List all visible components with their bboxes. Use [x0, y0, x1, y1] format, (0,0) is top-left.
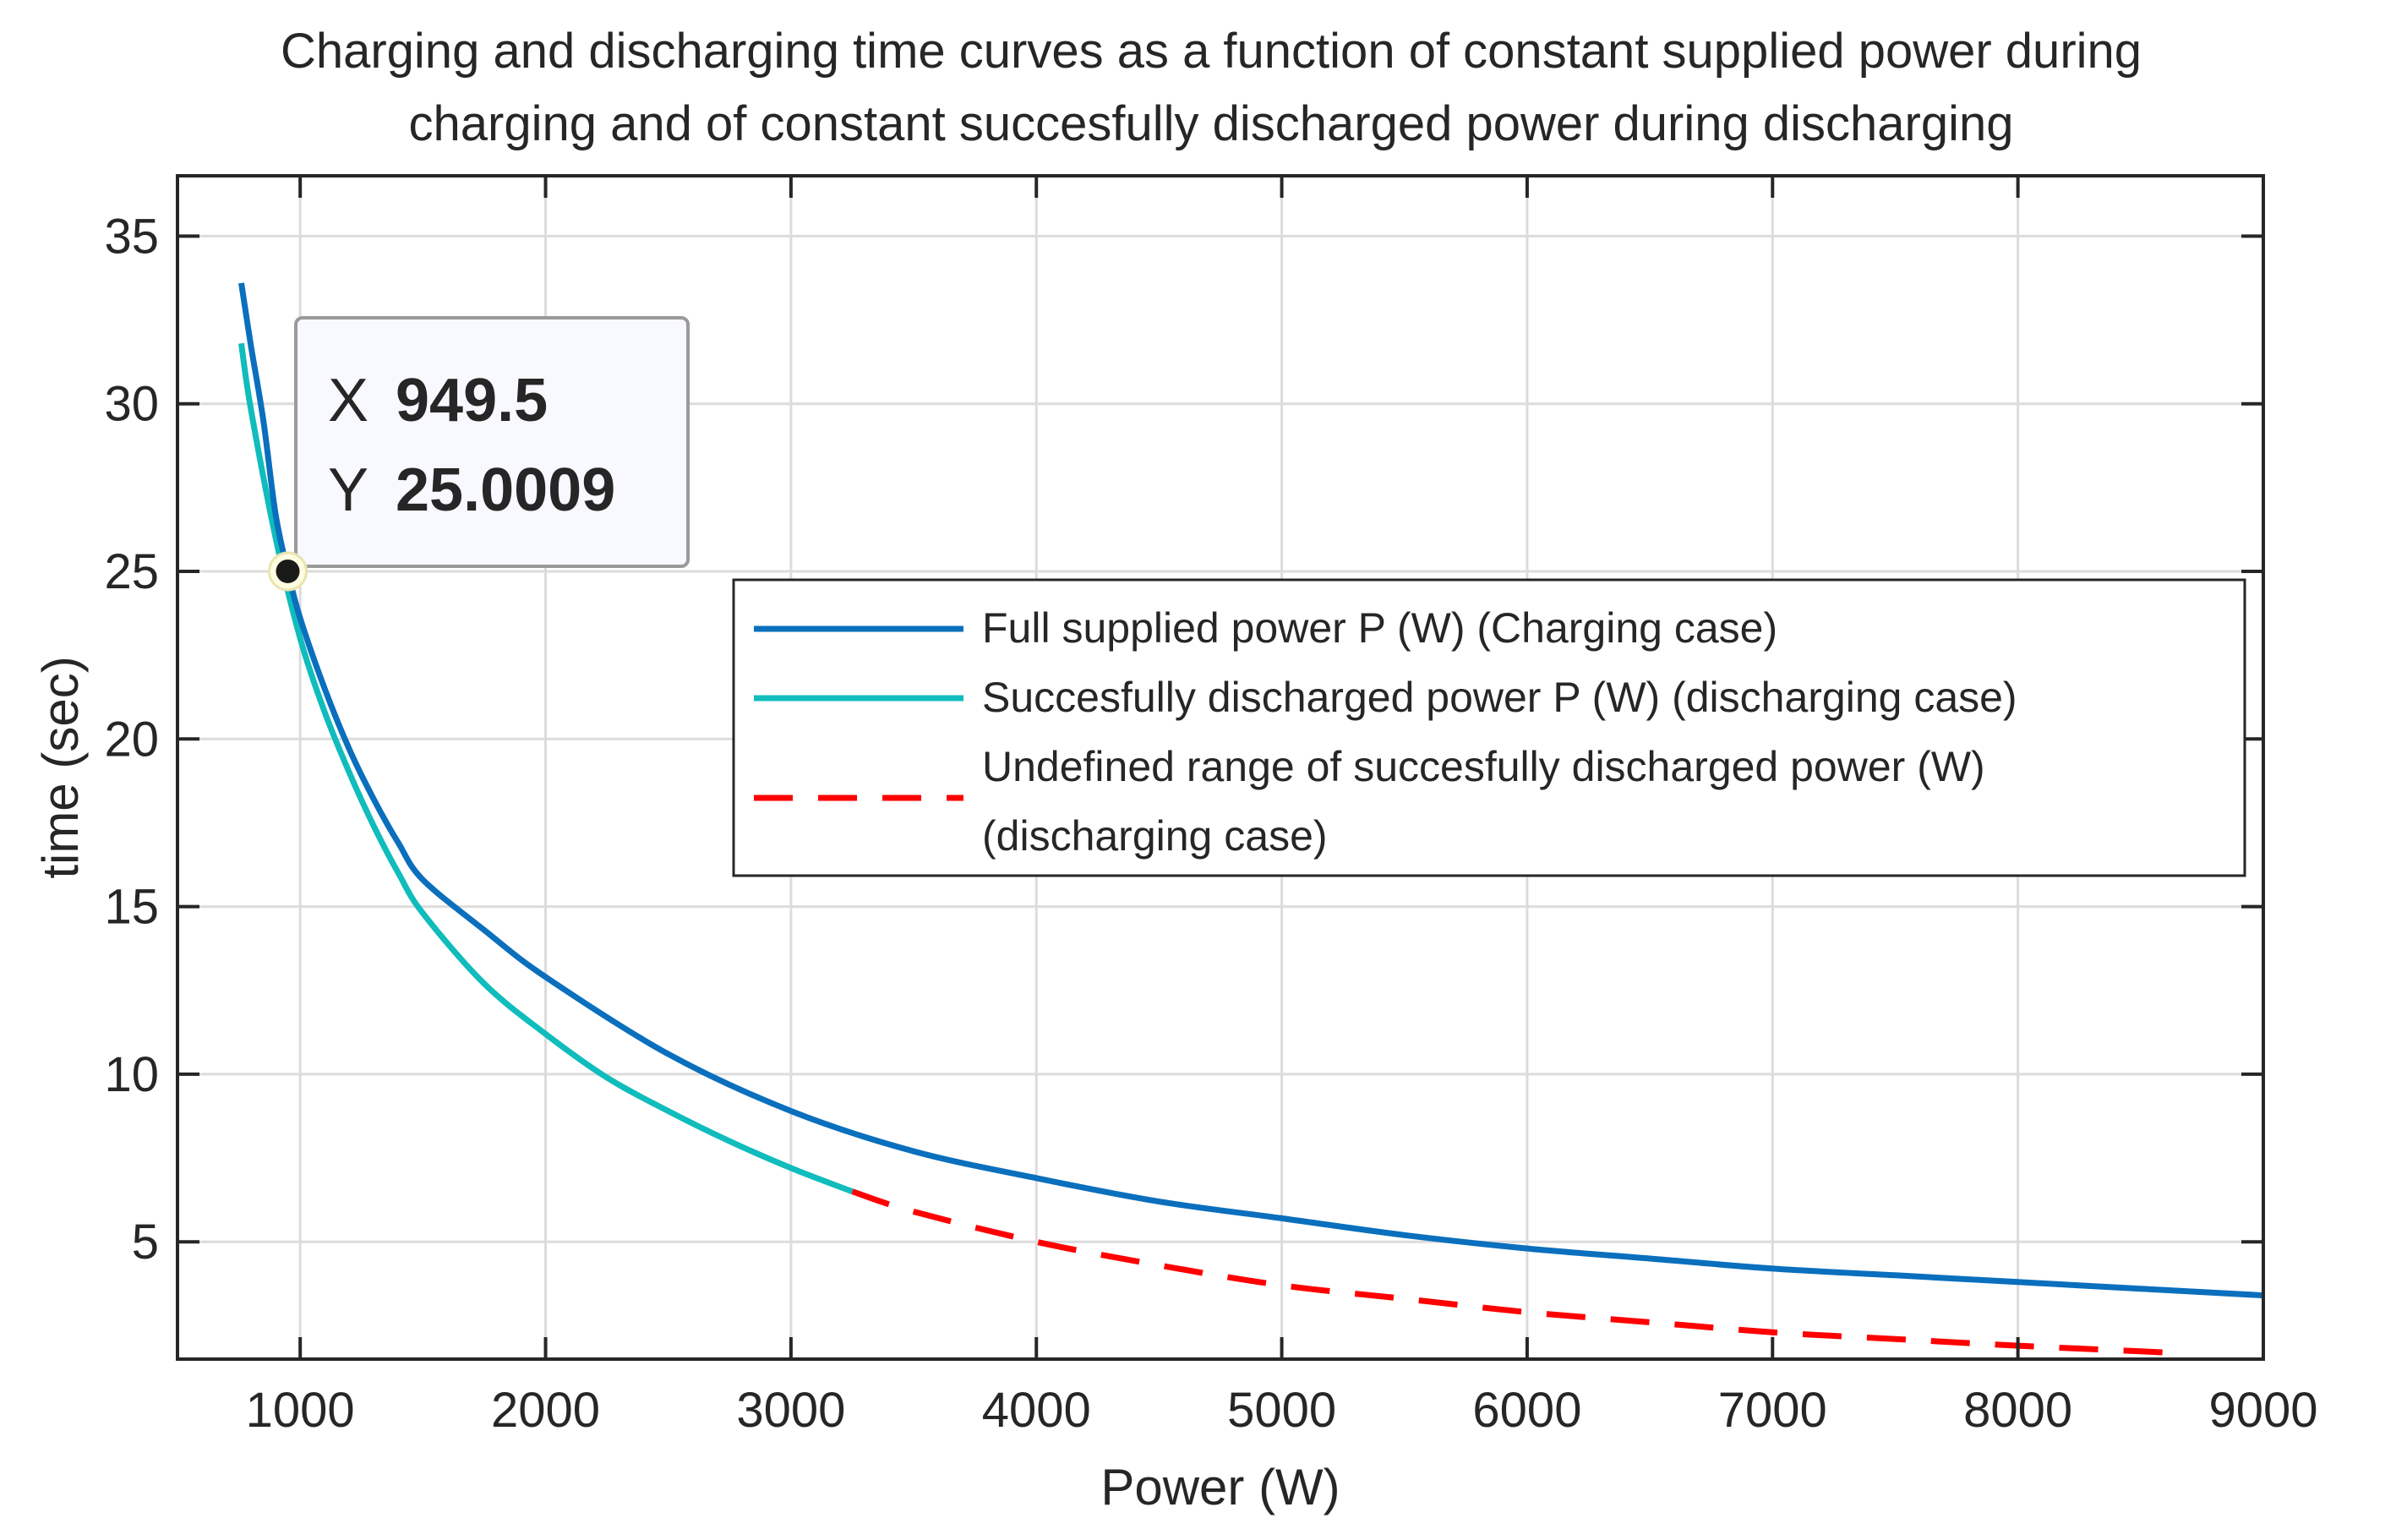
plot-frame: [176, 174, 2265, 1361]
datatip-x-value: 949.5: [396, 367, 548, 434]
x-axis-label: Power (W): [1100, 1459, 1340, 1515]
y-tick-label-30: 30: [104, 377, 159, 432]
legend-label-charging: Full supplied power P (W) (Charging case…: [982, 604, 1777, 652]
y-axis-label: time (sec): [32, 656, 89, 878]
y-tick-label-10: 10: [104, 1047, 159, 1102]
datatip-y-label: Y: [328, 456, 368, 524]
datatip-box: [294, 316, 690, 568]
x-tick-label-7000: 7000: [1718, 1383, 1827, 1438]
x-tick-label-3000: 3000: [736, 1383, 845, 1438]
legend-label-undefined-line-2: (discharging case): [982, 812, 1328, 860]
x-tick-label-5000: 5000: [1227, 1383, 1336, 1438]
legend-label-undefined-line-1: Undefined range of succesfully discharge…: [982, 743, 1985, 790]
x-tick-label-2000: 2000: [491, 1383, 600, 1438]
x-tick-label-6000: 6000: [1472, 1383, 1581, 1438]
x-tick-label-9000: 9000: [2208, 1383, 2317, 1438]
datatip-x-label: X: [328, 367, 368, 434]
x-tick-label-4000: 4000: [982, 1383, 1091, 1438]
y-tick-label-35: 35: [104, 209, 159, 264]
x-tick-label-1000: 1000: [246, 1383, 355, 1438]
datatip[interactable]: X 949.5 Y 25.0009: [294, 316, 690, 568]
series-undefined-line: [851, 1188, 2166, 1356]
series-charging-line: [238, 282, 2264, 1299]
ticks: 1000 2000 3000 4000 5000 6000 7000 8000 9000 5 10 1…: [104, 176, 2318, 1438]
y-tick-label-15: 15: [104, 880, 159, 935]
y-tick-label-25: 25: [104, 544, 159, 599]
legend: Full supplied power P (W) (Charging case…: [732, 578, 2246, 877]
legend-label-discharging: Succesfully discharged power P (W) (disc…: [982, 674, 2017, 721]
y-tick-label-20: 20: [104, 712, 159, 767]
chart-title-line-2: charging and of constant succesfully dis…: [408, 96, 2013, 151]
x-tick-label-8000: 8000: [1963, 1383, 2072, 1438]
legend-box: [732, 578, 2246, 877]
chart-title-line-1: Charging and discharging time curves as …: [281, 24, 2142, 79]
datatip-marker-layer: [268, 551, 308, 592]
datatip-y-value: 25.0009: [396, 456, 615, 524]
datatip-marker: [276, 559, 300, 583]
y-tick-label-5: 5: [132, 1215, 159, 1270]
